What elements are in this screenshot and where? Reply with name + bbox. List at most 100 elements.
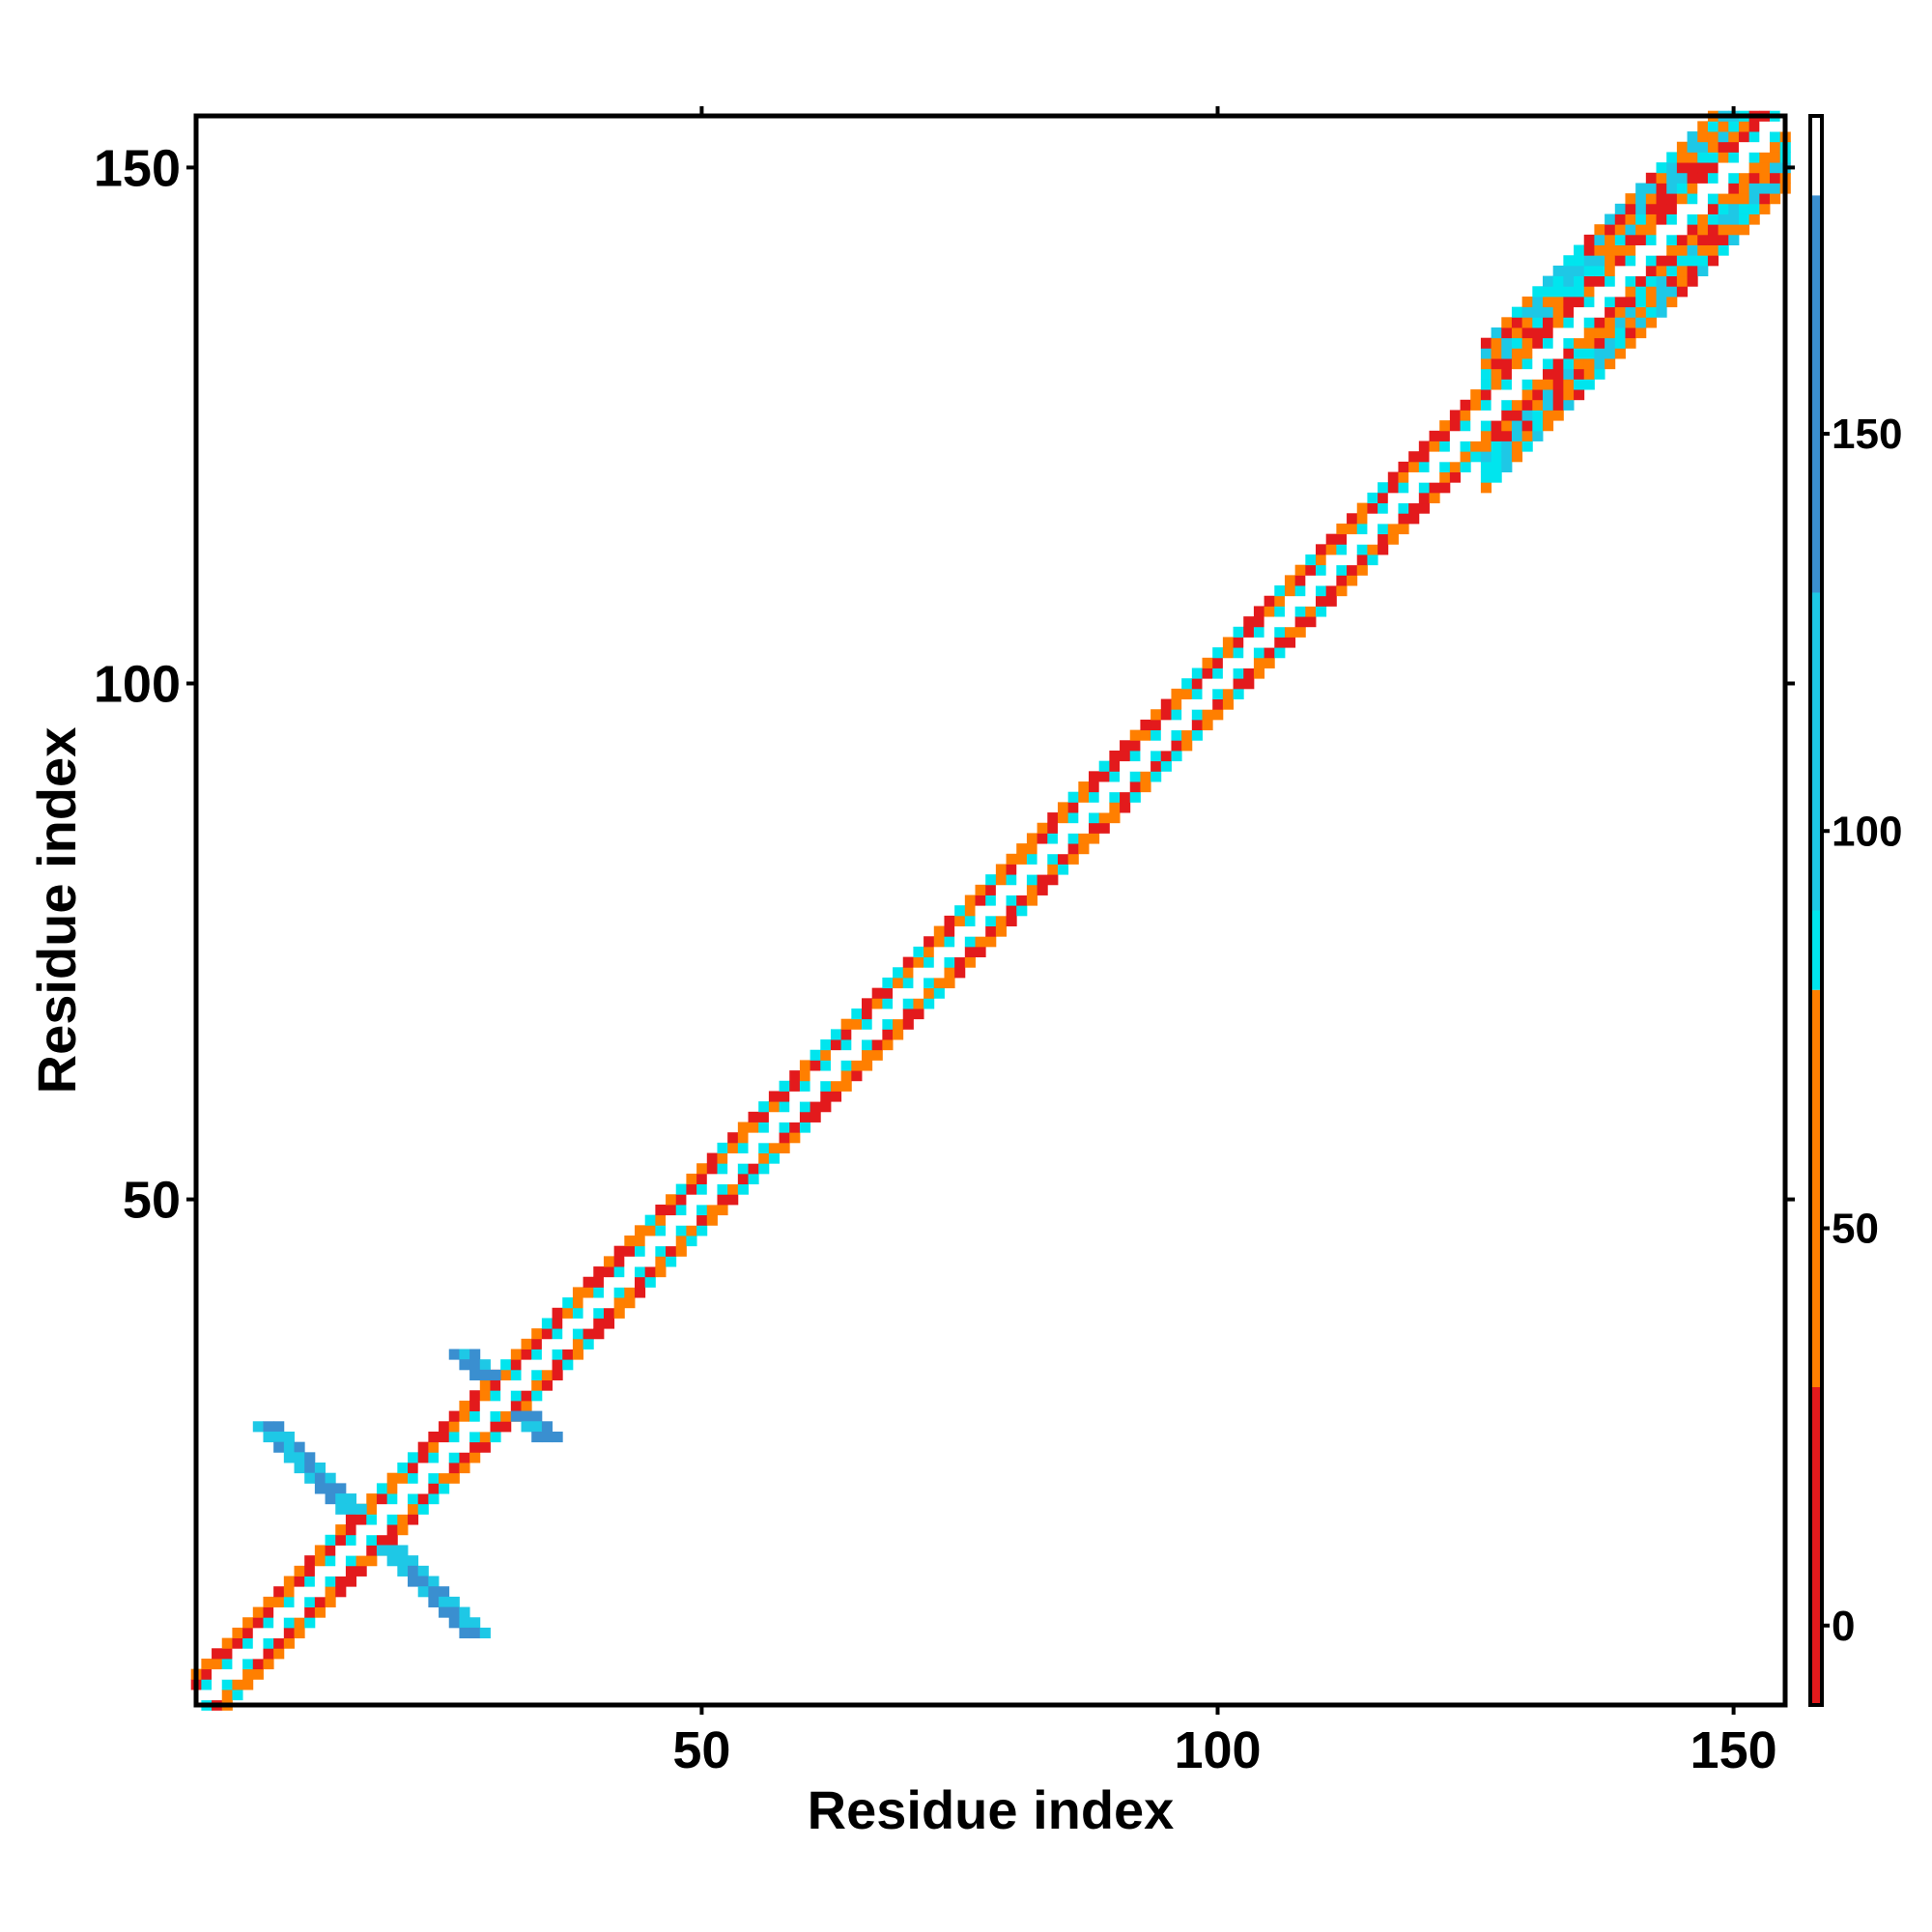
heatmap-cell [1501,389,1513,401]
heatmap-cell [1687,234,1698,245]
heatmap-cell [1356,544,1368,555]
heatmap-cell [386,1493,398,1505]
heatmap-cell [531,1369,543,1380]
heatmap-cell [428,1493,440,1505]
heatmap-cell [1460,410,1471,421]
heatmap-cell [1480,410,1492,421]
heatmap-cell [1418,482,1430,494]
heatmap-cell [1491,410,1502,421]
heatmap-cell [531,1431,543,1443]
heatmap-cell [1552,265,1564,277]
heatmap-cell [830,1029,842,1040]
heatmap-cell [1605,337,1616,349]
heatmap-cell [768,1132,780,1144]
heatmap-cell [1347,544,1358,555]
heatmap-cell [1594,275,1605,287]
heatmap-cell [479,1441,491,1453]
heatmap-cell [582,1318,594,1329]
heatmap-cell [1243,678,1255,690]
heatmap-cell [1325,533,1337,545]
heatmap-cell [1707,224,1719,236]
heatmap-cell [345,1534,357,1546]
heatmap-cell [810,1049,821,1061]
heatmap-cell [1212,698,1224,710]
heatmap-cell [500,1390,512,1402]
heatmap-cell [717,1173,728,1185]
heatmap-cell [273,1431,285,1443]
heatmap-cell [727,1132,739,1144]
heatmap-cell [1089,791,1100,803]
heatmap-cell [1707,234,1719,245]
heatmap-cell [1387,471,1399,483]
heatmap-cell [1212,647,1224,659]
heatmap-cell [1511,399,1523,411]
heatmap-cell [1171,688,1182,699]
heatmap-cell [1645,172,1657,184]
heatmap-cell [851,1009,863,1020]
heatmap-cell [1532,358,1544,370]
heatmap-cell [552,1318,563,1329]
heatmap-cell [417,1576,429,1587]
colorbar-tick-label: 0 [1832,1603,1855,1650]
heatmap-cell [1140,729,1151,741]
heatmap-cell [283,1441,295,1453]
heatmap-cell [283,1596,295,1607]
heatmap-cell [397,1483,409,1494]
heatmap-cell [490,1421,501,1433]
heatmap-cell [799,1101,811,1113]
heatmap-cell [840,1039,852,1051]
heatmap-cell [1264,595,1275,607]
heatmap-cell [439,1441,450,1453]
heatmap-cell [1418,502,1430,514]
heatmap-cell [1356,564,1368,576]
heatmap-cell [1140,781,1151,793]
heatmap-cell [1728,172,1740,184]
heatmap-cell [510,1349,522,1360]
heatmap-cell [562,1338,574,1350]
heatmap-cell [1574,275,1585,287]
heatmap-cell [1676,193,1688,205]
heatmap-cell [1574,327,1585,339]
heatmap-cell [1707,213,1719,225]
heatmap-cell [521,1359,532,1371]
heatmap-cell [758,1152,770,1164]
heatmap-cell [1016,864,1028,875]
heatmap-cell [1552,379,1564,390]
heatmap-cell [428,1483,440,1494]
heatmap-cell [1656,213,1667,225]
heatmap-cell [613,1307,625,1319]
heatmap-cell [882,998,894,1009]
heatmap-cell [376,1534,388,1546]
heatmap-cell [1449,420,1461,432]
heatmap-cell [1676,224,1688,236]
heatmap-cell [201,1679,213,1690]
heatmap-cell [1511,348,1523,359]
heatmap-cell [1718,121,1729,132]
heatmap-cell [582,1276,594,1288]
heatmap-cell [1222,698,1234,710]
heatmap-cell [490,1390,501,1402]
heatmap-cell [1078,833,1090,844]
heatmap-cell [1532,368,1544,380]
heatmap-cell [944,967,955,979]
heatmap-cell [1728,203,1740,214]
heatmap-cell [1759,162,1771,174]
heatmap-cell [408,1565,419,1577]
heatmap-cell [273,1441,285,1453]
heatmap-cell [325,1493,336,1505]
heatmap-cell [1521,358,1533,370]
heatmap-cell [1089,833,1100,844]
heatmap-cell [366,1555,378,1567]
heatmap-cell [1253,637,1265,648]
heatmap-cell [1347,533,1358,545]
heatmap-cell [1563,265,1575,277]
heatmap-cell [1552,348,1564,359]
heatmap-cell [1356,513,1368,525]
heatmap-cell [469,1431,481,1443]
heatmap-cell [541,1369,553,1380]
heatmap-cell [1222,637,1234,648]
heatmap-cell [1748,141,1760,153]
colorbar-band [1810,116,1822,196]
heatmap-cell [779,1080,790,1092]
heatmap-cell [1605,244,1616,256]
